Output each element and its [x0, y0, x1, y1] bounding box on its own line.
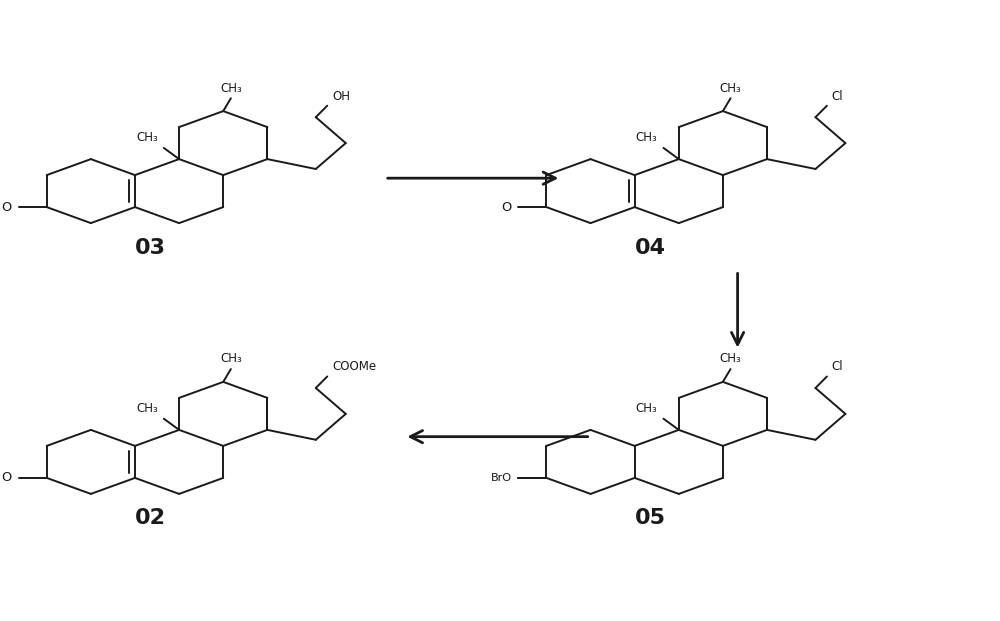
Text: CH₃: CH₃	[136, 131, 158, 144]
Text: CH₃: CH₃	[636, 131, 658, 144]
Text: BrO: BrO	[490, 473, 512, 483]
Text: COOMe: COOMe	[332, 360, 376, 373]
Text: 02: 02	[135, 509, 166, 528]
Text: CH₃: CH₃	[136, 402, 158, 415]
Text: 03: 03	[135, 237, 166, 258]
Text: O: O	[2, 471, 12, 484]
Text: OH: OH	[332, 89, 350, 102]
Text: 05: 05	[634, 509, 665, 528]
Text: 04: 04	[634, 237, 665, 258]
Text: CH₃: CH₃	[720, 81, 741, 94]
Text: Cl: Cl	[832, 360, 843, 373]
Text: CH₃: CH₃	[220, 352, 242, 365]
Text: CH₃: CH₃	[220, 81, 242, 94]
Text: Cl: Cl	[832, 89, 843, 102]
Text: CH₃: CH₃	[636, 402, 658, 415]
Text: CH₃: CH₃	[720, 352, 741, 365]
Text: O: O	[2, 201, 12, 214]
Text: O: O	[501, 201, 512, 214]
